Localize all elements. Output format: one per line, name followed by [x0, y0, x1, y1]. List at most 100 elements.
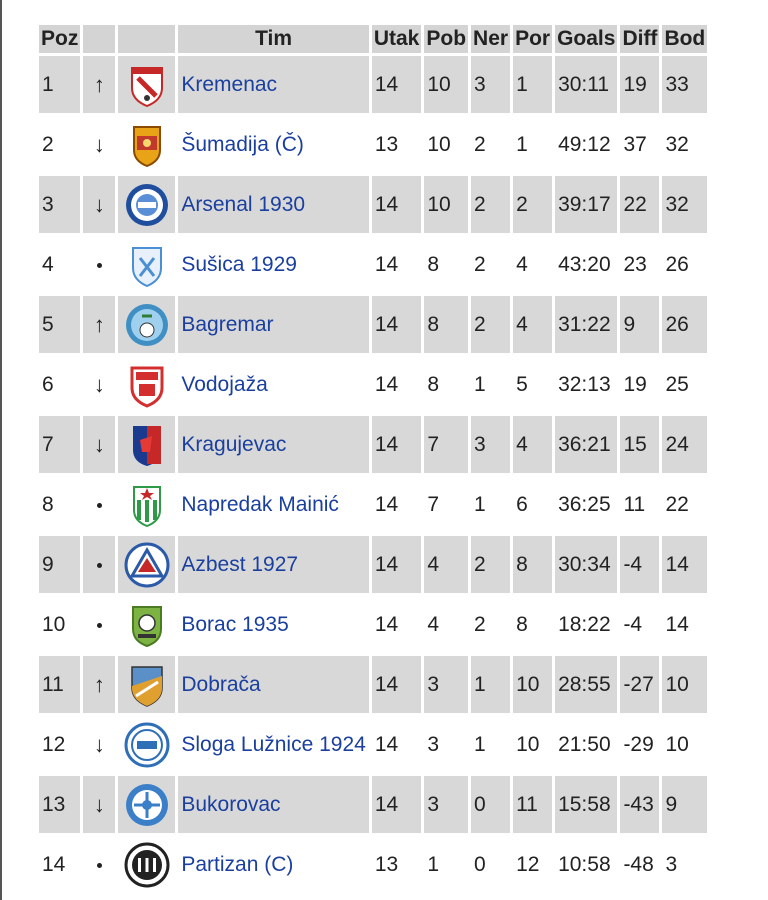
diff-cell: 9: [620, 296, 660, 353]
goals-value: 30:11: [558, 72, 610, 96]
played-value: 14: [374, 252, 399, 276]
arsenal-crest-icon[interactable]: [124, 182, 170, 228]
dot-icon: [96, 503, 102, 509]
team-link[interactable]: Borac 1935: [181, 612, 289, 636]
bagremar-crest-icon[interactable]: [124, 302, 170, 348]
sumadija-crest-icon[interactable]: [124, 122, 170, 168]
header-lost[interactable]: Por: [513, 25, 553, 53]
team-link[interactable]: Napredak Mainić: [181, 492, 339, 516]
header-pos[interactable]: Poz: [39, 25, 81, 53]
table-row: 9 Azbest 1927 14 4 2 8 30:34 -4 14: [39, 536, 708, 593]
team-link[interactable]: Sloga Lužnice 1924: [181, 732, 366, 756]
goals-value: 28:55: [558, 672, 611, 696]
lost-value: 1: [516, 72, 528, 96]
drawn-cell: 0: [471, 776, 511, 833]
trend-cell: ↑: [83, 296, 116, 353]
napredak-crest-icon[interactable]: [124, 482, 170, 528]
team-link[interactable]: Kremenac: [181, 72, 278, 96]
header-points[interactable]: Bod: [662, 25, 708, 53]
kragujevac-crest-icon[interactable]: [124, 422, 170, 468]
azbest-crest-icon[interactable]: [124, 542, 170, 588]
header-trend: [83, 25, 116, 53]
header-won[interactable]: Pob: [424, 25, 469, 53]
points-value: 32: [665, 132, 689, 156]
vodojaza-crest-icon[interactable]: [124, 362, 170, 408]
logo-cell: [118, 476, 176, 533]
lost-cell: 10: [513, 716, 553, 773]
won-value: 1: [427, 852, 440, 876]
position-value: 1: [42, 72, 54, 96]
won-value: 10: [427, 132, 451, 156]
diff-cell: 15: [620, 416, 660, 473]
drawn-cell: 3: [471, 56, 511, 113]
diff-cell: -4: [620, 596, 660, 653]
position-cell: 10: [39, 596, 81, 653]
team-link[interactable]: Arsenal 1930: [181, 192, 306, 216]
kremenac-crest-icon[interactable]: [124, 62, 170, 108]
played-value: 13: [374, 132, 399, 156]
position-cell: 5: [39, 296, 81, 353]
diff-cell: 19: [620, 56, 660, 113]
trend-cell: [83, 476, 116, 533]
played-value: 14: [374, 372, 399, 396]
played-value: 14: [374, 312, 399, 336]
diff-value: 9: [623, 312, 636, 336]
position-cell: 2: [39, 116, 81, 173]
header-goals[interactable]: Goals: [555, 25, 618, 53]
trend-cell: [83, 236, 116, 293]
header-diff[interactable]: Diff: [620, 25, 660, 53]
diff-value: 15: [623, 432, 647, 456]
lost-value: 1: [516, 132, 528, 156]
team-link[interactable]: Kragujevac: [181, 432, 287, 456]
dot-icon: [96, 623, 102, 629]
drawn-cell: 2: [471, 596, 511, 653]
lost-value: 11: [516, 792, 538, 816]
header-drawn[interactable]: Ner: [471, 25, 511, 53]
team-link[interactable]: Dobrača: [181, 672, 261, 696]
table-row: 2 ↓ Šumadija (Č) 13 10 2 1 49:12 37 32: [39, 116, 708, 173]
team-cell: Azbest 1927: [178, 536, 369, 593]
won-cell: 8: [424, 296, 469, 353]
goals-value: 39:17: [558, 192, 611, 216]
played-cell: 14: [371, 176, 422, 233]
won-cell: 8: [424, 356, 469, 413]
position-value: 12: [42, 732, 66, 756]
team-link[interactable]: Vodojaža: [181, 372, 268, 396]
sloga-crest-icon[interactable]: [124, 722, 170, 768]
points-cell: 14: [662, 596, 708, 653]
team-link[interactable]: Bagremar: [181, 312, 274, 336]
dobraca-crest-icon[interactable]: [124, 662, 170, 708]
points-value: 33: [665, 72, 689, 96]
table-row: 10 Borac 1935 14 4 2 8 18:22 -4 14: [39, 596, 708, 653]
drawn-value: 1: [474, 732, 486, 756]
table-row: 5 ↑ Bagremar 14 8 2 4 31:22 9 26: [39, 296, 708, 353]
position-cell: 4: [39, 236, 81, 293]
logo-cell: [118, 836, 176, 893]
team-link[interactable]: Šumadija (Č): [181, 132, 304, 156]
table-row: 14 Partizan (C) 13 1 0 12 10:58 -48 3: [39, 836, 708, 893]
borac-crest-icon[interactable]: [124, 602, 170, 648]
points-cell: 26: [662, 236, 708, 293]
won-cell: 4: [424, 596, 469, 653]
team-link[interactable]: Azbest 1927: [181, 552, 299, 576]
team-link[interactable]: Sušica 1929: [181, 252, 297, 276]
won-value: 8: [427, 372, 440, 396]
table-row: 3 ↓ Arsenal 1930 14 10 2 2 39:17 22 32: [39, 176, 708, 233]
drawn-value: 1: [474, 372, 486, 396]
team-link[interactable]: Bukorovac: [181, 792, 281, 816]
points-cell: 24: [662, 416, 708, 473]
lost-cell: 4: [513, 236, 553, 293]
diff-value: 19: [623, 72, 647, 96]
header-team[interactable]: Tim: [178, 25, 369, 53]
trend-cell: [83, 536, 116, 593]
arrow-down-icon: ↓: [93, 731, 105, 757]
goals-value: 36:21: [558, 432, 611, 456]
team-link[interactable]: Partizan (C): [181, 852, 294, 876]
team-cell: Dobrača: [178, 656, 369, 713]
won-value: 10: [427, 192, 451, 216]
partizan-crest-icon[interactable]: [124, 842, 170, 888]
header-played[interactable]: Utak: [371, 25, 422, 53]
trend-cell: [83, 836, 116, 893]
bukorovac-crest-icon[interactable]: [124, 782, 170, 828]
susica-crest-icon[interactable]: [124, 242, 170, 288]
